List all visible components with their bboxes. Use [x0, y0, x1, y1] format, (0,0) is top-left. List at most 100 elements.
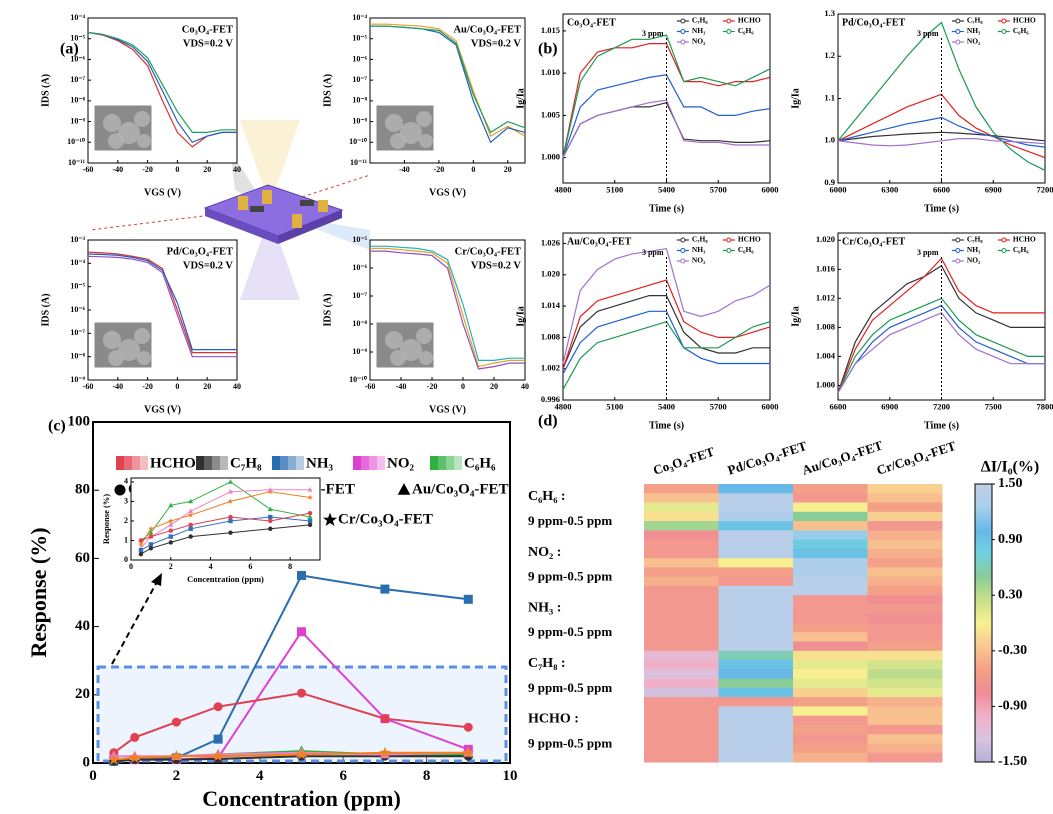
data-point	[172, 718, 181, 727]
legend-swatch	[132, 456, 140, 470]
legend-label: NH₃	[692, 26, 706, 35]
legend-marker	[956, 19, 960, 23]
row-group-range: 9 ppm-0.5 ppm	[528, 513, 612, 528]
heatmap-cell	[868, 632, 943, 642]
panel-label: (c)	[48, 418, 66, 435]
heatmap-cell	[719, 651, 794, 661]
heatmap-cell	[868, 558, 943, 568]
y-tick-label: 10⁻⁴	[352, 13, 367, 22]
x-axis-label: Concentration (ppm)	[187, 574, 264, 584]
x-tick-label: 20	[203, 382, 211, 391]
heatmap-cell	[719, 567, 794, 577]
panel-title: Au/Co₃O₄-FET	[567, 236, 632, 247]
y-tick-label: 10⁻⁴	[70, 13, 85, 22]
heatmap-cell	[793, 716, 868, 726]
heatmap-cell	[868, 586, 943, 596]
y-tick-label: 10⁻⁶	[352, 54, 367, 63]
x-tick-label: -20	[434, 165, 445, 174]
legend-label: NO₂	[692, 256, 706, 265]
heatmap-cell	[793, 632, 868, 642]
y-tick-label: 3	[124, 496, 128, 505]
x-tick-label: 0	[175, 165, 179, 174]
heatmap-cell	[644, 512, 719, 522]
data-point	[149, 534, 153, 538]
row-group-range: 9 ppm-0.5 ppm	[528, 735, 612, 750]
panel-title: Pd/Co₃O₄-FET	[842, 17, 906, 28]
annotation-text: 3 ppm	[642, 248, 664, 257]
row-group-label: NO₂ :	[528, 545, 561, 560]
legend-label: NH₃	[967, 26, 981, 35]
data-point	[149, 546, 153, 550]
y-tick-label: 10⁻⁸	[70, 351, 85, 360]
heatmap-cell	[793, 669, 868, 679]
x-tick-label: 6000	[762, 185, 779, 195]
x-axis-label: VGS (V)	[144, 187, 181, 198]
legend-label: C₇H₈	[967, 235, 983, 244]
x-tick-label: 5100	[606, 402, 623, 412]
heatmap-cell	[868, 660, 943, 670]
y-axis-label: Ig/Ia	[790, 88, 801, 109]
y-tick-label: 10⁻⁴	[70, 258, 85, 267]
x-tick-label: -40	[399, 165, 410, 174]
heatmap-cell	[719, 577, 794, 587]
x-tick-label: 6	[339, 768, 347, 784]
x-tick-label: 5100	[606, 185, 623, 195]
x-tick-label: 2	[169, 562, 173, 571]
y-tick-label: 10⁻⁷	[352, 291, 367, 300]
heatmap-cell	[868, 484, 943, 494]
y-tick-label: 1.2	[824, 50, 835, 60]
page: {"chart_data": [ {"type": "line", "label…	[0, 0, 1053, 814]
legend-swatch	[353, 456, 361, 470]
y-tick-label: 10⁻¹⁰	[67, 137, 86, 146]
heatmap-cell	[644, 549, 719, 559]
heatmap-cell	[719, 512, 794, 522]
data-point	[228, 530, 232, 534]
data-point	[297, 689, 306, 698]
y-tick-label: 40	[75, 618, 90, 634]
legend-swatch	[288, 456, 296, 470]
y-axis-label: Response (%)	[101, 494, 111, 544]
x-tick-label: 20	[490, 382, 498, 391]
panel-subtitle: VDS=0.2 V	[183, 38, 234, 49]
sem-grain	[103, 114, 121, 132]
y-tick-label: 0.996	[541, 394, 560, 404]
y-tick-label: 1.3	[824, 8, 835, 18]
figure: -60-40-200204010⁻⁴10⁻⁵10⁻⁶10⁻⁷10⁻⁸10⁻⁹10…	[0, 0, 1053, 814]
row-group-label: HCHO :	[528, 712, 579, 727]
heatmap-cell	[644, 642, 719, 652]
legend-label: C₇H₈	[692, 16, 708, 25]
heatmap-cell	[868, 512, 943, 522]
y-tick-label: 10⁻¹¹	[350, 158, 368, 167]
legend-label: Cr/Co₃O₄-FET	[338, 511, 433, 527]
legend-label: C₆H₆	[1013, 26, 1029, 35]
colorbar-tick-label: 0.30	[998, 587, 1023, 602]
panel-subtitle: VDS=0.2 V	[471, 38, 522, 49]
heatmap-cell	[793, 484, 868, 494]
x-axis-label: Time (s)	[649, 203, 684, 214]
heatmap-cell	[644, 558, 719, 568]
x-tick-label: 6600	[933, 185, 950, 195]
sem-grain	[385, 331, 403, 349]
legend-label: C₇H₈	[692, 235, 708, 244]
heatmap-cell	[644, 706, 719, 716]
heatmap-cell	[719, 503, 794, 513]
legend-marker	[727, 238, 731, 242]
legend-label: NH₃	[306, 455, 334, 471]
heatmap-cell	[793, 651, 868, 661]
heatmap-cell	[719, 484, 794, 494]
heatmap-cell	[868, 530, 943, 540]
heatmap-cell	[719, 716, 794, 726]
legend-marker	[681, 259, 685, 263]
legend-marker	[1002, 30, 1006, 34]
x-tick-label: 6900	[881, 402, 898, 412]
legend-swatch	[280, 456, 288, 470]
heatmap-cell	[719, 549, 794, 559]
y-tick-label: 1.002	[541, 363, 560, 373]
legend-marker	[727, 19, 731, 23]
data-point	[139, 538, 143, 542]
heatmap-cell	[793, 577, 868, 587]
heatmap-cell	[644, 669, 719, 679]
data-point	[380, 585, 389, 594]
y-tick-label: 10⁻⁷	[70, 75, 85, 84]
electrode	[318, 200, 328, 212]
